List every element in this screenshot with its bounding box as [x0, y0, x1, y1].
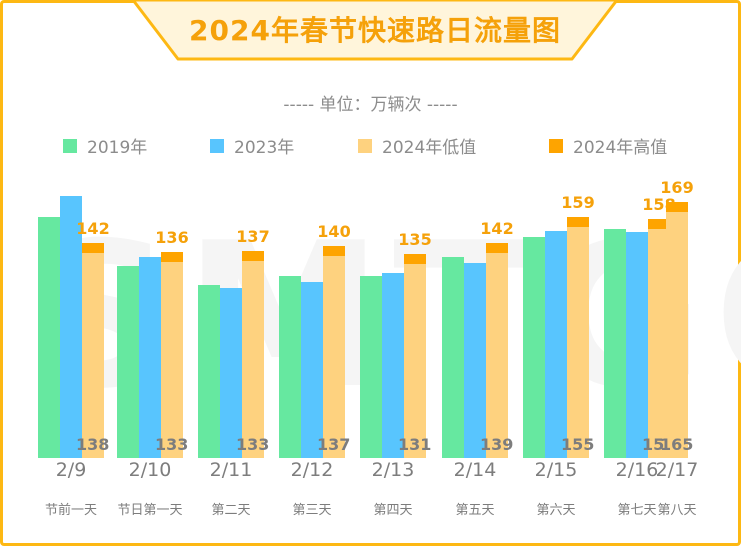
value-label-low: 165 — [660, 435, 694, 454]
bar-2023 — [60, 196, 82, 458]
value-label-low: 138 — [76, 435, 110, 454]
legend-swatch — [210, 138, 224, 153]
x-axis-label: 2/15 — [534, 459, 578, 481]
legend-swatch — [63, 138, 77, 153]
bar-2024-high — [666, 202, 688, 213]
bar-2019 — [523, 236, 545, 458]
bar-2024-low — [567, 227, 589, 458]
bar-2024-high — [82, 243, 104, 253]
bar-2024-high — [486, 243, 508, 253]
bar-2024-high — [161, 252, 183, 263]
bar-2024-low — [648, 228, 670, 458]
bar-2024-high — [323, 246, 345, 257]
x-axis-sublabel: 第三天 — [292, 503, 332, 518]
bar-2023 — [545, 230, 567, 458]
x-axis-sublabel: 第四天 — [373, 503, 413, 518]
bar-2019 — [360, 276, 382, 458]
value-label-high: 169 — [660, 178, 694, 198]
legend-item-2023: 2023年 — [210, 133, 294, 158]
value-label-low: 133 — [236, 435, 270, 454]
bar-2024-low — [486, 253, 508, 458]
legend-label: 2024年高值 — [573, 138, 668, 158]
banner-shape — [131, 0, 619, 61]
x-axis-sublabel: 第八天 — [657, 503, 697, 518]
legend-label: 2023年 — [234, 138, 295, 158]
value-label-high: 159 — [561, 193, 595, 213]
x-axis-sublabel: 第五天 — [455, 503, 495, 518]
legend-label: 2024年低值 — [382, 138, 477, 158]
bar-2024-high — [404, 253, 426, 264]
bar-2024-low — [666, 212, 688, 458]
bar-2024-high — [242, 250, 264, 261]
value-label-high: 142 — [480, 219, 514, 238]
bar-2019 — [198, 285, 220, 458]
x-axis-label: 2/14 — [453, 459, 497, 481]
legend-item-2019: 2019年 — [63, 133, 147, 158]
value-label-high: 140 — [317, 222, 351, 242]
legend-label: 2019年 — [87, 138, 148, 158]
x-axis-sublabel: 第七天 — [617, 503, 657, 518]
bar-2023 — [464, 262, 486, 458]
legend-item-2024-low: 2024年低值 — [358, 133, 476, 158]
title-banner: 2024年春节快速路日流量图 — [130, 0, 620, 63]
bar-2019 — [604, 229, 626, 458]
unit-label: ----- 单位：万辆次 ----- — [283, 95, 458, 115]
value-label-low: 155 — [561, 435, 595, 454]
value-label-high: 142 — [76, 219, 110, 238]
x-axis-sublabel: 第二天 — [211, 503, 251, 518]
bar-2019 — [117, 265, 139, 458]
x-axis-label: 2/17 — [655, 459, 699, 481]
bar-2024-low — [161, 262, 183, 458]
value-label-low: 137 — [317, 435, 351, 454]
value-label-high: 135 — [398, 229, 432, 249]
x-axis-sublabel: 第六天 — [536, 503, 576, 518]
bar-2023 — [626, 232, 648, 458]
x-axis-sublabel: 节日第一天 — [117, 503, 183, 518]
bar-2024-high — [648, 218, 670, 229]
bar-2024-low — [242, 260, 264, 458]
legend: 2019年 2023年 2024年低值 2024年高值 — [0, 133, 741, 158]
value-label-low: 133 — [155, 435, 189, 454]
bar-2023 — [382, 273, 404, 458]
x-axis-label: 2/13 — [371, 459, 415, 481]
legend-swatch — [358, 138, 372, 153]
value-label-high: 137 — [236, 226, 270, 246]
bar-2024-low — [82, 253, 104, 458]
value-label-low: 139 — [480, 435, 514, 454]
legend-item-2024-high: 2024年高值 — [549, 133, 667, 158]
bar-2019 — [279, 276, 301, 458]
x-axis-label: 2/11 — [209, 459, 253, 481]
bar-2023 — [220, 288, 242, 458]
legend-swatch — [549, 138, 563, 153]
bar-2024-low — [323, 256, 345, 458]
value-label-high: 136 — [155, 228, 189, 248]
bar-2023 — [139, 256, 161, 458]
x-axis-label: 2/16 — [615, 459, 659, 481]
value-label-low: 131 — [398, 435, 432, 454]
bar-2023 — [301, 282, 323, 458]
x-axis-label: 2/12 — [290, 459, 334, 481]
chart-title: 2024年春节快速路日流量图 — [189, 14, 561, 47]
bar-2024-low — [404, 263, 426, 458]
x-axis-label: 2/10 — [128, 459, 172, 481]
bar-2024-high — [567, 217, 589, 228]
x-axis-label: 2/9 — [55, 459, 87, 481]
x-axis-sublabel: 节前一天 — [44, 503, 97, 518]
bar-2019 — [442, 256, 464, 458]
bar-2019 — [38, 217, 60, 458]
